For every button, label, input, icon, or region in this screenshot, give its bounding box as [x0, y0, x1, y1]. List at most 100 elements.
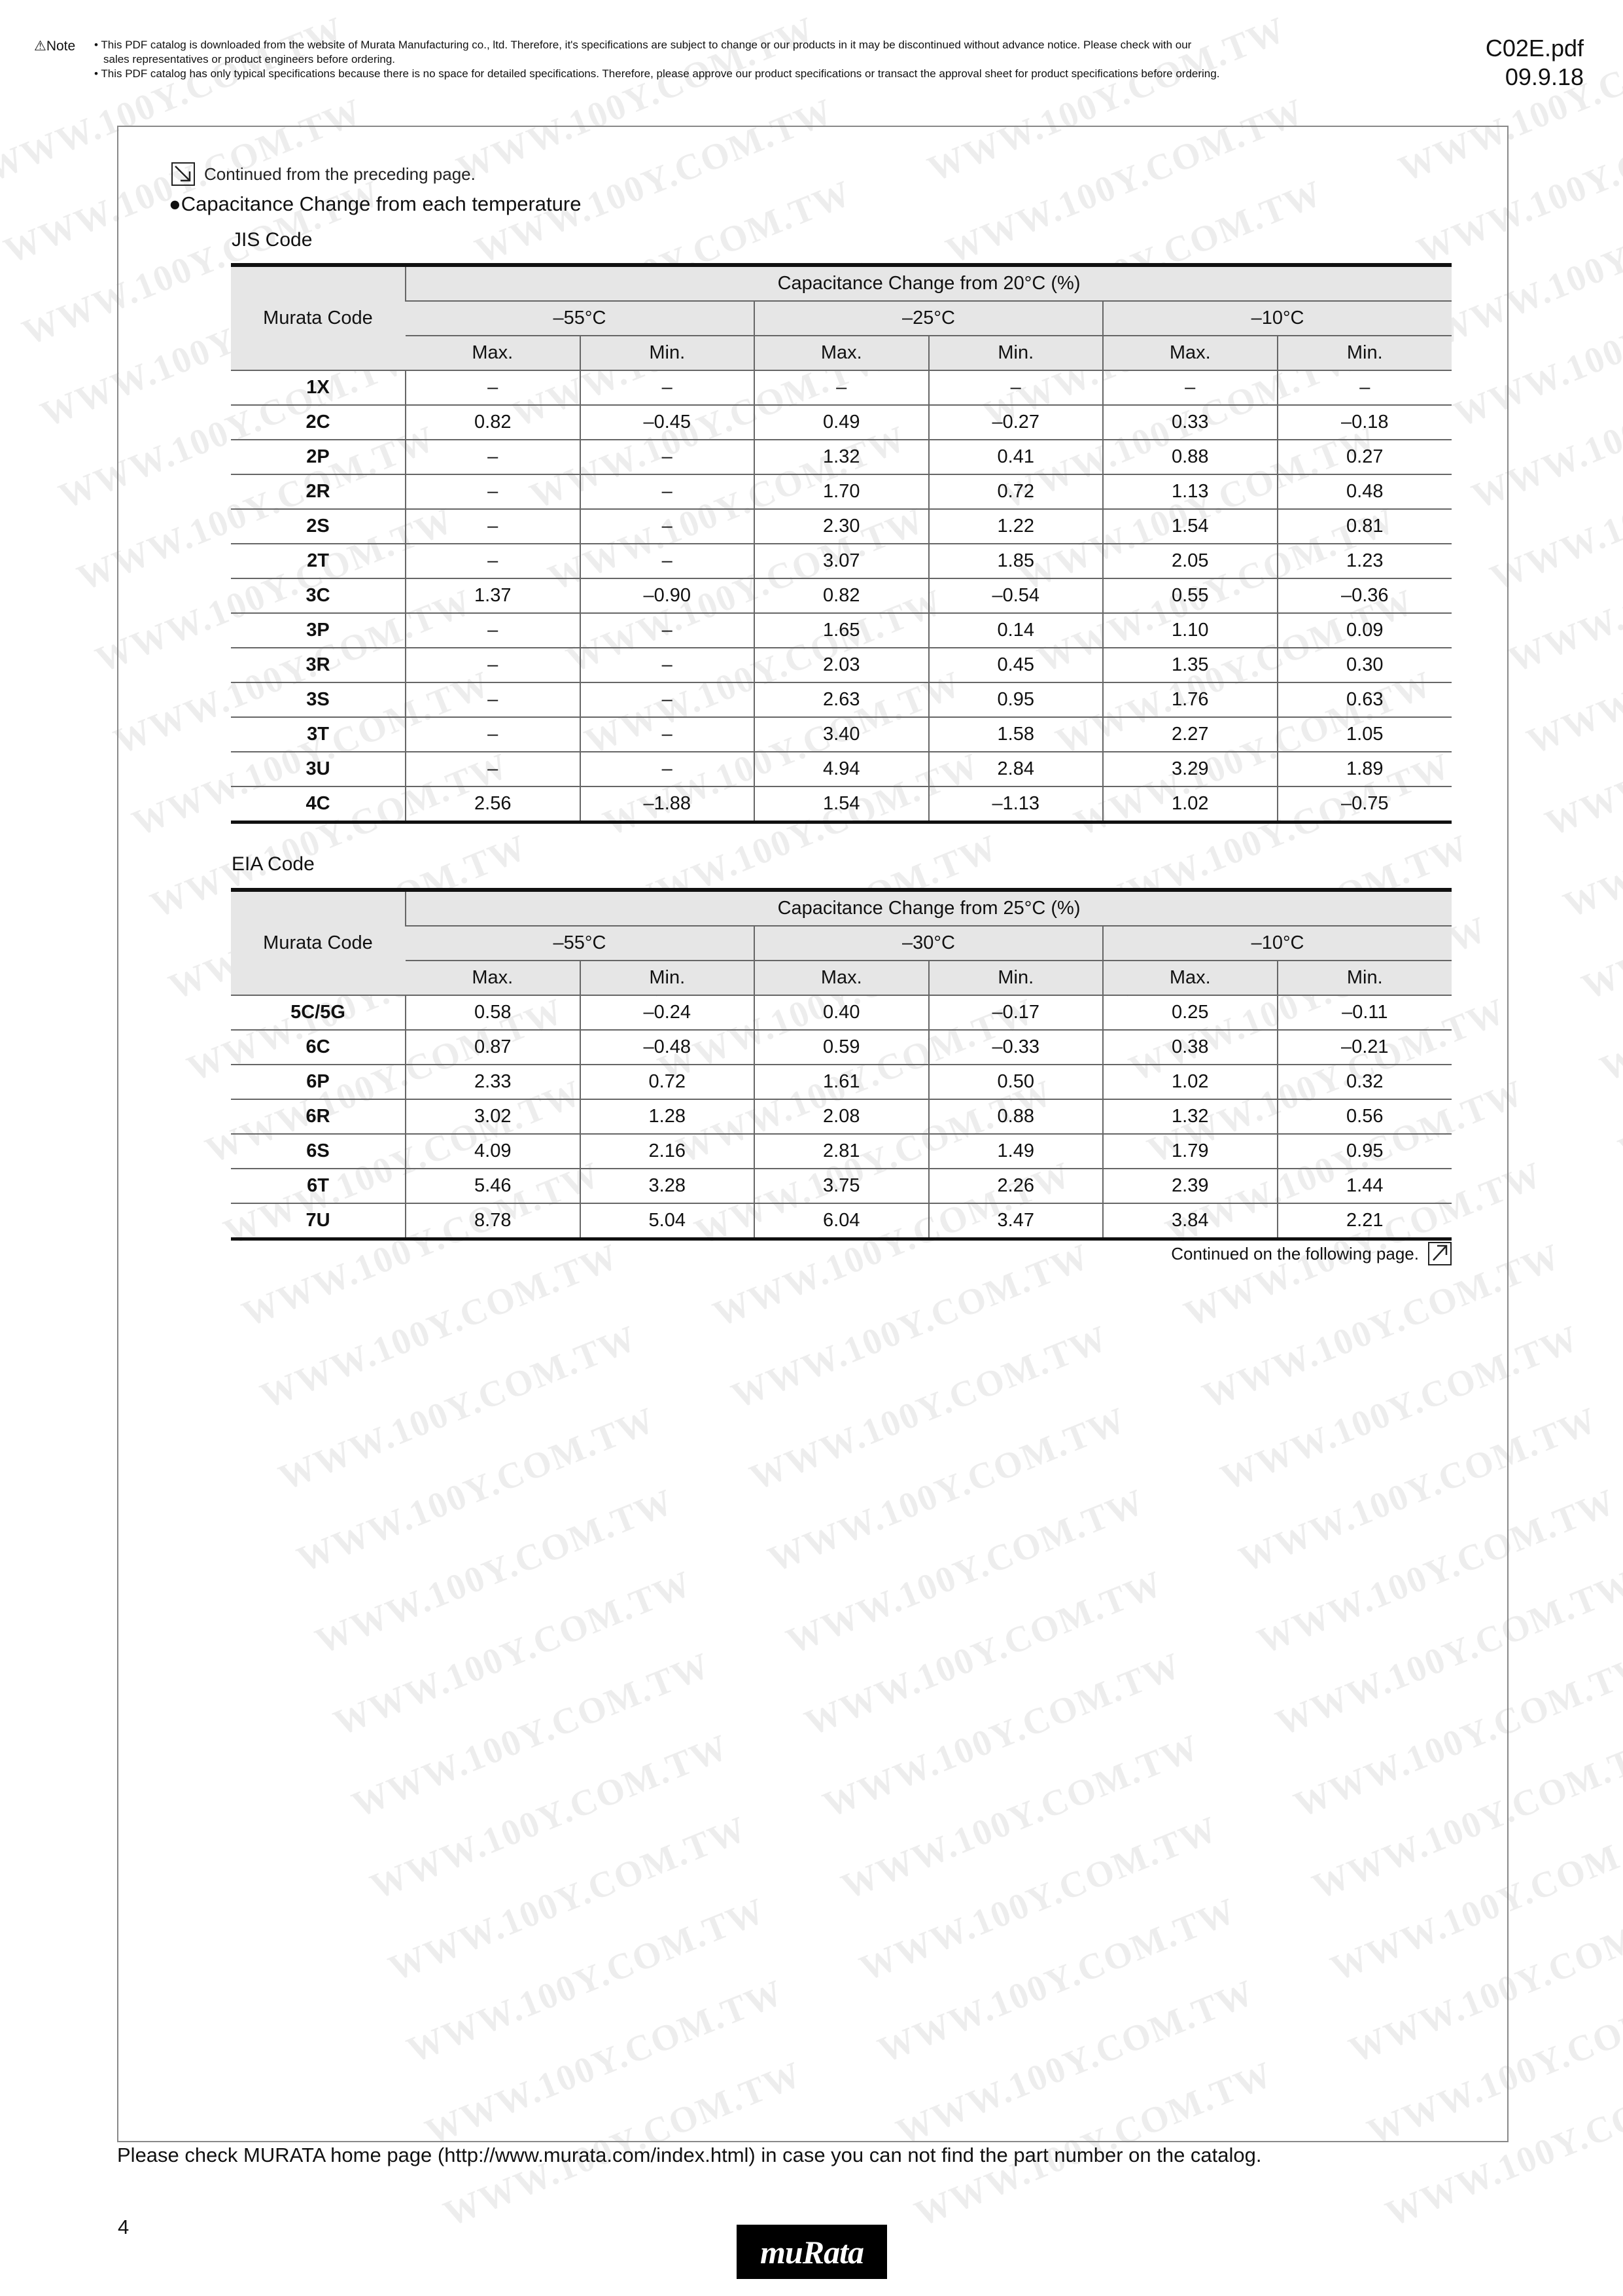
value-cell: 0.50: [928, 1065, 1103, 1100]
table-row: 2T – –3.07 1.85 2.05 1.23: [231, 544, 1452, 579]
murata-code-cell: 3P: [231, 613, 406, 648]
watermark-text: WWW.100Y.COM.TW: [1613, 990, 1623, 1172]
value-cell: 0.81: [1276, 509, 1452, 544]
watermark-text: WWW.100Y.COM.TW: [1576, 826, 1623, 1008]
value-cell: –0.27: [928, 405, 1103, 440]
value-cell: 0.82: [405, 405, 580, 440]
value-cell: 3.47: [928, 1203, 1103, 1241]
value-cell: 2.27: [1102, 717, 1278, 752]
value-cell: 0.14: [928, 613, 1103, 648]
value-cell: 4.09: [405, 1134, 580, 1169]
value-cell: 0.82: [754, 578, 929, 614]
eia-capacitance-table: Murata Code Capacitance Change from 25°C …: [231, 888, 1452, 1241]
murata-code-cell: 4C: [231, 786, 406, 824]
value-cell: 5.46: [405, 1169, 580, 1204]
note-line: • This PDF catalog has only typical spec…: [94, 67, 1220, 80]
table-row: 3U – –4.94 2.84 3.29 1.89: [231, 752, 1452, 787]
value-cell: –0.45: [579, 405, 754, 440]
value-cell: 0.55: [1102, 578, 1278, 614]
value-cell: 5.04: [579, 1203, 754, 1241]
murata-code-cell: 2P: [231, 440, 406, 475]
value-cell: 0.32: [1276, 1065, 1452, 1100]
table-row: 7U 8.78 5.04 6.04 3.47 3.84 2.21: [231, 1203, 1452, 1241]
table-row: 3C 1.37 –0.90 0.82 –0.54 0.55 –0.36: [231, 578, 1452, 614]
continued-from-text: Continued from the preceding page.: [204, 164, 476, 184]
table-row: 3P – –1.65 0.14 1.10 0.09: [231, 613, 1452, 648]
doc-date: 09.9.18: [1505, 63, 1584, 90]
value-cell: 2.84: [928, 752, 1103, 787]
value-cell: –: [579, 440, 754, 475]
temperature-header: –10°C: [1102, 301, 1452, 336]
murata-code-cell: 3U: [231, 752, 406, 787]
table-row: 6S 4.09 2.16 2.81 1.49 1.79 0.95: [231, 1134, 1452, 1169]
value-cell: –: [405, 613, 580, 648]
value-cell: 1.37: [405, 578, 580, 614]
value-cell: 1.61: [754, 1065, 929, 1100]
value-cell: –1.88: [579, 786, 754, 824]
value-cell: 0.09: [1276, 613, 1452, 648]
value-cell: 0.88: [928, 1099, 1103, 1135]
value-cell: 1.54: [1102, 509, 1278, 544]
value-cell: –: [579, 509, 754, 544]
value-cell: –: [405, 474, 580, 510]
value-cell: –: [579, 717, 754, 752]
group-header: Capacitance Change from 20°C (%): [404, 263, 1452, 302]
murata-code-cell: 3T: [231, 717, 406, 752]
group-header: Capacitance Change from 25°C (%): [404, 888, 1452, 927]
murata-code-cell: 6R: [231, 1099, 406, 1135]
table-row: 6R 3.02 1.28 2.08 0.88 1.32 0.56: [231, 1099, 1452, 1135]
value-cell: 0.95: [1276, 1134, 1452, 1169]
temperature-header: –25°C: [754, 301, 1103, 336]
value-cell: 1.70: [754, 474, 929, 510]
min-header: Min.: [928, 961, 1103, 996]
value-cell: –: [405, 509, 580, 544]
value-cell: –: [405, 370, 580, 406]
value-cell: –0.90: [579, 578, 754, 614]
table-row: 3T – –3.40 1.58 2.27 1.05: [231, 717, 1452, 752]
table-row: 2S – –2.30 1.22 1.54 0.81: [231, 509, 1452, 544]
arrow-down-right-icon: [171, 162, 195, 186]
value-cell: –: [405, 648, 580, 683]
value-cell: –1.13: [928, 786, 1103, 824]
value-cell: 2.63: [754, 682, 929, 718]
value-cell: 1.35: [1102, 648, 1278, 683]
value-cell: 0.45: [928, 648, 1103, 683]
value-cell: 0.25: [1102, 995, 1278, 1031]
value-cell: –0.17: [928, 995, 1103, 1031]
value-cell: 2.39: [1102, 1169, 1278, 1204]
value-cell: –: [928, 370, 1103, 406]
murata-code-cell: 6P: [231, 1065, 406, 1100]
value-cell: 1.13: [1102, 474, 1278, 510]
value-cell: 1.79: [1102, 1134, 1278, 1169]
table-row: 6C 0.87 –0.48 0.59 –0.33 0.38 –0.21: [231, 1030, 1452, 1065]
value-cell: –: [1276, 370, 1452, 406]
value-cell: 0.95: [928, 682, 1103, 718]
content-frame: [117, 126, 1509, 2142]
value-cell: 0.72: [928, 474, 1103, 510]
value-cell: 1.23: [1276, 544, 1452, 579]
value-cell: 1.32: [754, 440, 929, 475]
value-cell: –0.11: [1276, 995, 1452, 1031]
value-cell: 1.28: [579, 1099, 754, 1135]
value-cell: 3.84: [1102, 1203, 1278, 1241]
value-cell: 1.76: [1102, 682, 1278, 718]
table-row: 2C 0.82 –0.45 0.49 –0.27 0.33 –0.18: [231, 405, 1452, 440]
value-cell: 0.48: [1276, 474, 1452, 510]
value-cell: 1.02: [1102, 786, 1278, 824]
table-row: 5C/5G 0.58 –0.24 0.40 –0.17 0.25 –0.11: [231, 995, 1452, 1031]
section-title: ●Capacitance Change from each temperatur…: [169, 192, 582, 215]
value-cell: –0.33: [928, 1030, 1103, 1065]
value-cell: 2.05: [1102, 544, 1278, 579]
murata-code-cell: 6S: [231, 1134, 406, 1169]
murata-code-cell: 1X: [231, 370, 406, 406]
note-line: sales representatives or product enginee…: [103, 53, 396, 65]
table-row: 4C 2.56 –1.88 1.54 –1.13 1.02 –0.75: [231, 786, 1452, 824]
arrow-up-right-icon: [1428, 1242, 1452, 1265]
watermark-text: WWW.100Y.COM.TW: [1521, 581, 1623, 763]
temperature-header: –30°C: [754, 926, 1103, 961]
page-number: 4: [118, 2216, 130, 2238]
value-cell: –: [405, 682, 580, 718]
value-cell: 2.03: [754, 648, 929, 683]
murata-code-cell: 5C/5G: [231, 995, 406, 1031]
value-cell: 0.49: [754, 405, 929, 440]
